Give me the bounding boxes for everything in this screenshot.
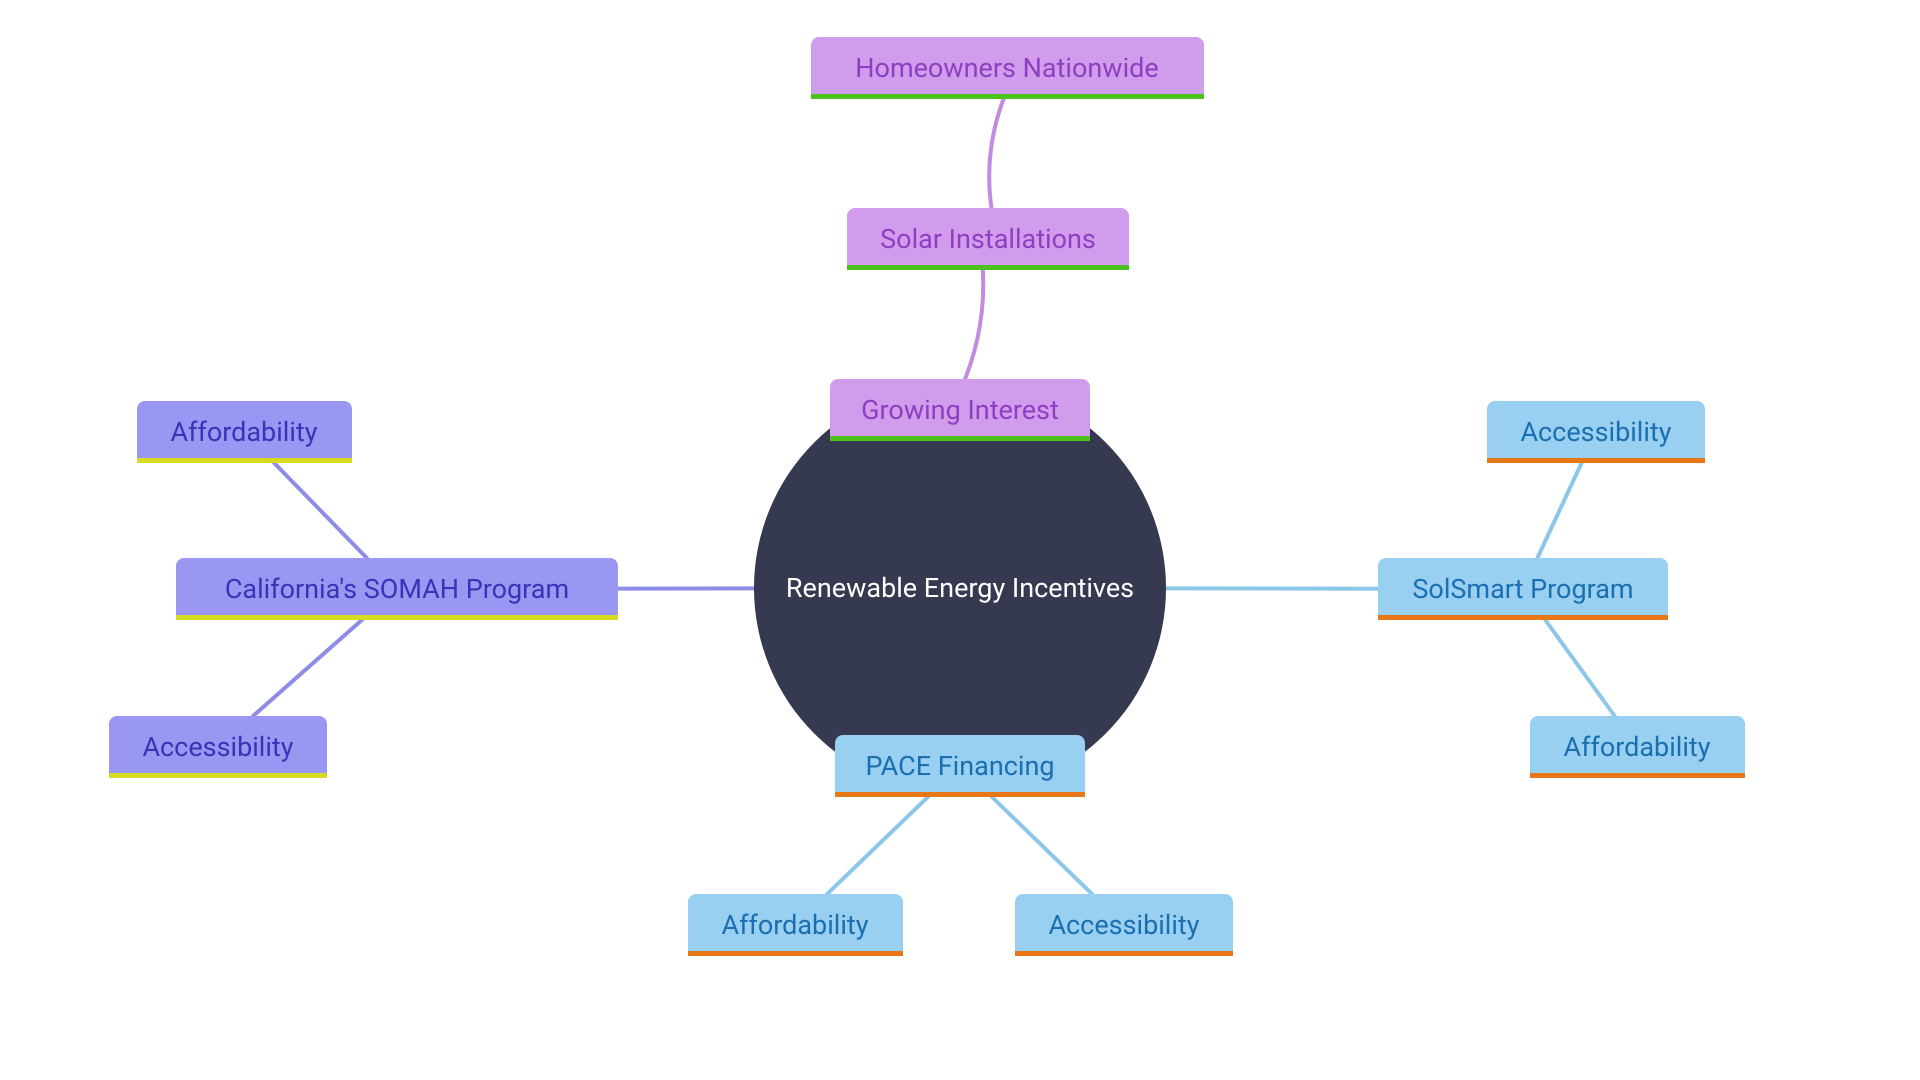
node-label: Accessibility	[1520, 416, 1671, 448]
edge-pace-pace-access	[992, 797, 1092, 894]
node-underline	[1487, 458, 1705, 463]
node-underline	[1378, 615, 1668, 620]
node-underline	[830, 436, 1090, 441]
node-growing: Growing Interest	[830, 379, 1090, 441]
node-homeowners: Homeowners Nationwide	[811, 37, 1204, 99]
node-somah-afford: Affordability	[137, 401, 352, 463]
edge-somah-somah-access	[253, 620, 362, 716]
node-label: Accessibility	[142, 731, 293, 763]
node-underline	[1530, 773, 1745, 778]
node-underline	[847, 265, 1129, 270]
node-underline	[811, 94, 1204, 99]
node-label: Growing Interest	[861, 394, 1059, 426]
edge-solsmart-solsmart-access	[1537, 463, 1581, 558]
node-label: Homeowners Nationwide	[855, 52, 1158, 84]
node-label: Solar Installations	[880, 223, 1096, 255]
edge-somah-somah-afford	[274, 463, 367, 558]
node-solsmart: SolSmart Program	[1378, 558, 1668, 620]
edge-growing-solar	[965, 270, 983, 379]
diagram-canvas: Renewable Energy Incentives Homeowners Na…	[0, 0, 1920, 1080]
edge-solsmart-solsmart-afford	[1545, 620, 1614, 716]
node-pace-afford: Affordability	[688, 894, 903, 956]
node-label: California's SOMAH Program	[225, 573, 569, 605]
edge-solar-homeowners	[989, 99, 1003, 208]
node-label: Accessibility	[1048, 909, 1199, 941]
node-underline	[176, 615, 618, 620]
node-underline	[1015, 951, 1233, 956]
node-solsmart-access: Accessibility	[1487, 401, 1705, 463]
node-solsmart-afford: Affordability	[1530, 716, 1745, 778]
edge-pace-pace-afford	[827, 797, 928, 894]
node-underline	[137, 458, 352, 463]
node-underline	[109, 773, 327, 778]
node-label: Affordability	[1563, 731, 1710, 763]
node-underline	[835, 792, 1085, 797]
node-somah: California's SOMAH Program	[176, 558, 618, 620]
node-label: Affordability	[170, 416, 317, 448]
node-somah-access: Accessibility	[109, 716, 327, 778]
center-node: Renewable Energy Incentives	[754, 382, 1166, 794]
node-solar: Solar Installations	[847, 208, 1129, 270]
node-label: Affordability	[721, 909, 868, 941]
node-pace: PACE Financing	[835, 735, 1085, 797]
center-node-label: Renewable Energy Incentives	[786, 572, 1134, 604]
node-label: PACE Financing	[865, 750, 1054, 782]
node-underline	[688, 951, 903, 956]
node-pace-access: Accessibility	[1015, 894, 1233, 956]
node-label: SolSmart Program	[1412, 573, 1633, 605]
